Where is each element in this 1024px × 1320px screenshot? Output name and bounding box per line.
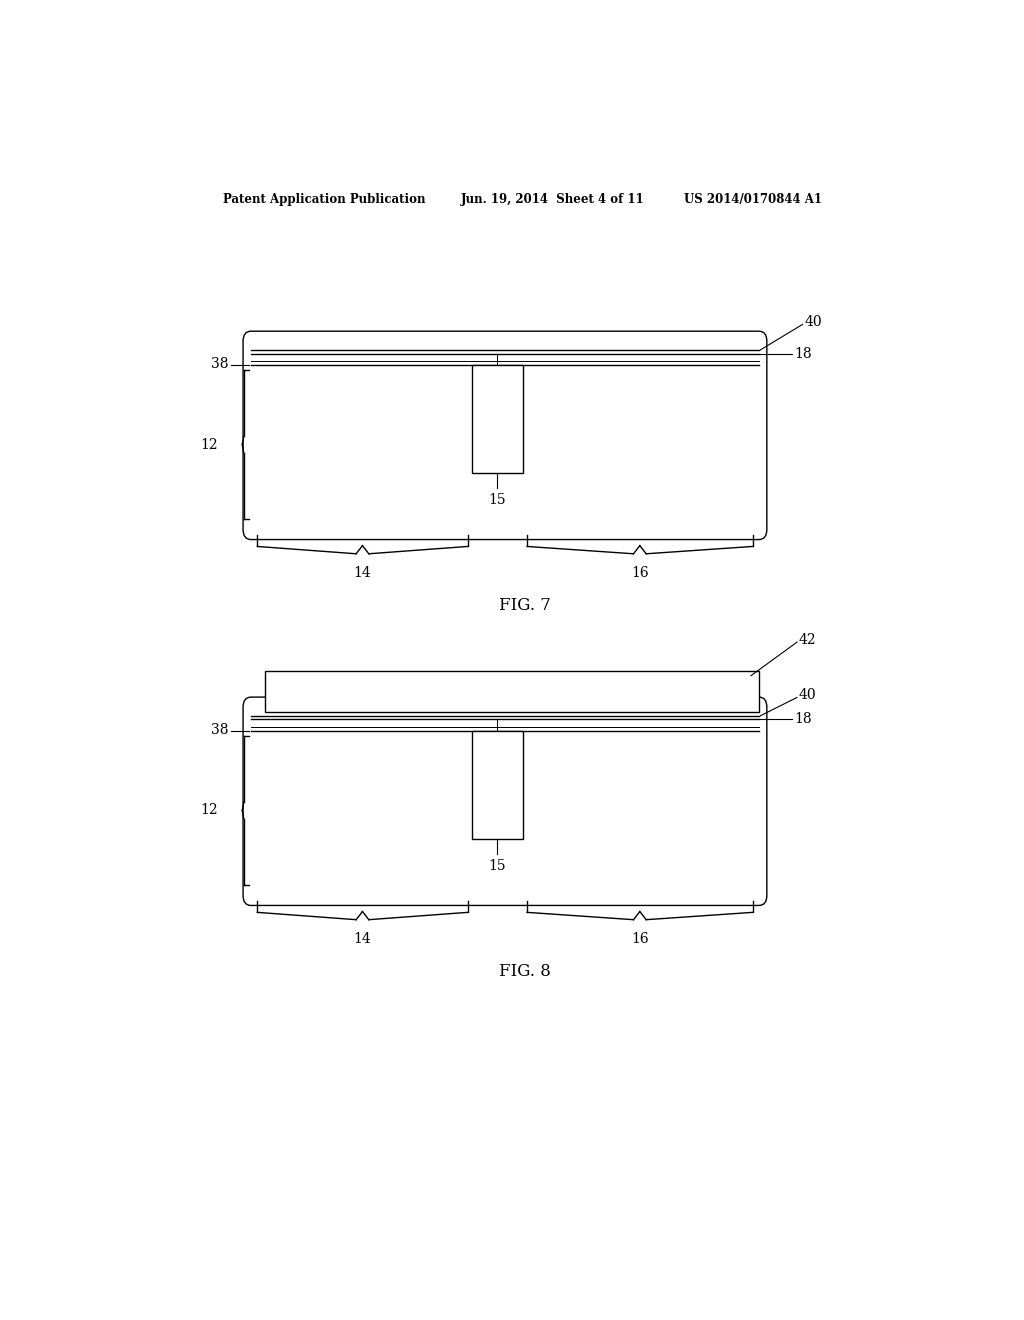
- Text: 18: 18: [794, 713, 811, 726]
- Text: FIG. 7: FIG. 7: [499, 597, 551, 614]
- Text: 12: 12: [200, 438, 218, 451]
- FancyBboxPatch shape: [243, 697, 767, 906]
- Text: 38: 38: [211, 356, 228, 371]
- FancyBboxPatch shape: [243, 331, 767, 540]
- Text: 14: 14: [353, 932, 372, 946]
- Text: Patent Application Publication: Patent Application Publication: [223, 193, 426, 206]
- Bar: [471, 364, 523, 473]
- Text: FIG. 8: FIG. 8: [499, 964, 551, 979]
- Text: US 2014/0170844 A1: US 2014/0170844 A1: [684, 193, 821, 206]
- Text: 38: 38: [211, 723, 228, 737]
- Text: Jun. 19, 2014  Sheet 4 of 11: Jun. 19, 2014 Sheet 4 of 11: [461, 193, 645, 206]
- Text: 40: 40: [799, 689, 816, 702]
- Text: 40: 40: [804, 315, 822, 330]
- Text: 42: 42: [799, 634, 816, 647]
- Text: 16: 16: [631, 932, 648, 946]
- Text: 16: 16: [631, 566, 648, 579]
- Bar: [471, 731, 523, 840]
- Text: 15: 15: [488, 859, 506, 874]
- Text: 12: 12: [200, 804, 218, 817]
- Text: 14: 14: [353, 566, 372, 579]
- Bar: [265, 671, 759, 711]
- Text: 15: 15: [488, 494, 506, 507]
- Text: 18: 18: [794, 347, 811, 360]
